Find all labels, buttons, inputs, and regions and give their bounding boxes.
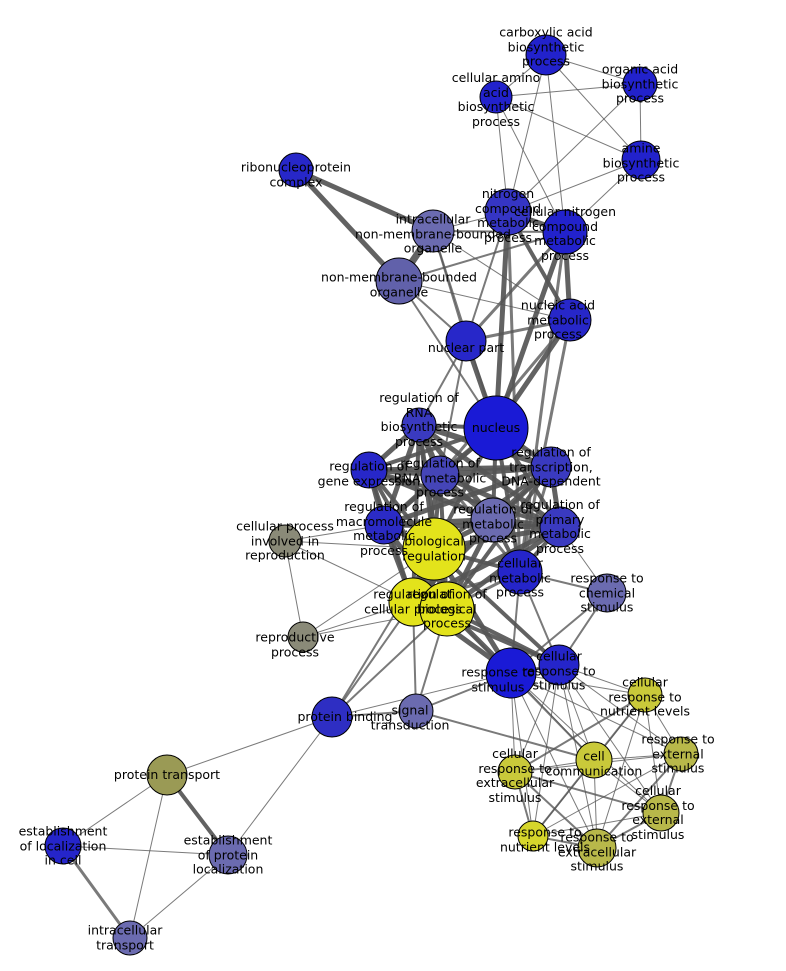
graph-node[interactable] xyxy=(479,80,513,114)
edge-layer xyxy=(61,54,682,940)
graph-edge xyxy=(644,694,662,814)
graph-node[interactable] xyxy=(112,920,148,956)
graph-node[interactable] xyxy=(525,34,567,76)
graph-edge xyxy=(507,159,642,213)
graph-edge xyxy=(507,83,641,213)
graph-node[interactable] xyxy=(621,140,661,180)
graph-edge xyxy=(596,694,646,849)
graph-edge xyxy=(293,167,436,234)
graph-node[interactable] xyxy=(463,395,529,461)
graph-edge xyxy=(510,672,682,755)
graph-node[interactable] xyxy=(364,505,404,545)
graph-edge xyxy=(596,753,682,849)
graph-edge xyxy=(398,231,566,282)
graph-node[interactable] xyxy=(445,320,487,362)
graph-edge xyxy=(507,54,547,213)
graph-edge xyxy=(545,54,642,161)
graph-node[interactable] xyxy=(287,621,319,653)
graph-edge xyxy=(493,209,511,431)
graph-node[interactable] xyxy=(627,677,663,713)
graph-node[interactable] xyxy=(542,209,588,255)
graph-node[interactable] xyxy=(411,209,455,253)
graph-node[interactable] xyxy=(278,152,314,188)
graph-edge xyxy=(293,167,402,284)
graph-edge xyxy=(366,464,554,473)
graph-node[interactable] xyxy=(268,524,302,558)
graph-node[interactable] xyxy=(146,754,188,796)
graph-node[interactable] xyxy=(398,693,434,729)
graph-node[interactable] xyxy=(577,828,617,868)
graph-node[interactable] xyxy=(497,549,543,595)
graph-edge xyxy=(514,771,662,814)
graph-node[interactable] xyxy=(642,794,680,832)
graph-node[interactable] xyxy=(44,827,82,865)
graph-edge xyxy=(510,672,662,814)
graph-node[interactable] xyxy=(538,644,580,686)
graph-edge xyxy=(545,54,566,233)
graph-node[interactable] xyxy=(402,517,466,581)
graph-edge xyxy=(61,844,132,940)
graph-node[interactable] xyxy=(539,506,581,548)
graph-edge xyxy=(514,694,646,773)
graph-edge xyxy=(532,812,662,837)
graph-edge xyxy=(439,340,467,476)
graph-edge xyxy=(510,672,598,849)
graph-edge xyxy=(432,230,571,321)
graph-node[interactable] xyxy=(311,696,353,738)
graph-edge xyxy=(398,280,571,321)
graph-edge xyxy=(532,664,560,837)
graph-node[interactable] xyxy=(350,451,388,489)
graph-node[interactable] xyxy=(663,736,699,772)
graph-node[interactable] xyxy=(587,573,627,613)
graph-node[interactable] xyxy=(548,298,592,342)
graph-edge xyxy=(129,774,168,939)
graph-node[interactable] xyxy=(622,66,658,102)
graph-edge xyxy=(166,716,333,776)
graph-node[interactable] xyxy=(208,835,248,875)
graph-node[interactable] xyxy=(485,647,537,699)
graph-edge xyxy=(415,710,595,761)
graph-edge xyxy=(532,753,682,837)
graph-node[interactable] xyxy=(517,820,549,852)
graph-edge xyxy=(464,230,567,343)
graph-node[interactable] xyxy=(470,497,516,543)
graph-node[interactable] xyxy=(497,754,533,790)
graph-edge xyxy=(331,548,435,718)
graph-edge xyxy=(129,854,229,939)
graph-edge xyxy=(416,422,563,530)
node-layer xyxy=(44,34,699,956)
graph-node[interactable] xyxy=(375,257,423,305)
graph-node[interactable] xyxy=(484,188,532,236)
graph-node[interactable] xyxy=(530,446,572,488)
graph-node[interactable] xyxy=(575,741,613,779)
graph-edge xyxy=(495,96,642,161)
graph-node[interactable] xyxy=(401,407,437,443)
graph-edge xyxy=(495,83,641,98)
graph-edge xyxy=(495,96,566,233)
graph-node[interactable] xyxy=(419,581,475,637)
graph-edge xyxy=(62,774,168,847)
graph-node[interactable] xyxy=(420,455,460,495)
graph-edge xyxy=(62,845,229,856)
graph-edge xyxy=(227,716,333,856)
